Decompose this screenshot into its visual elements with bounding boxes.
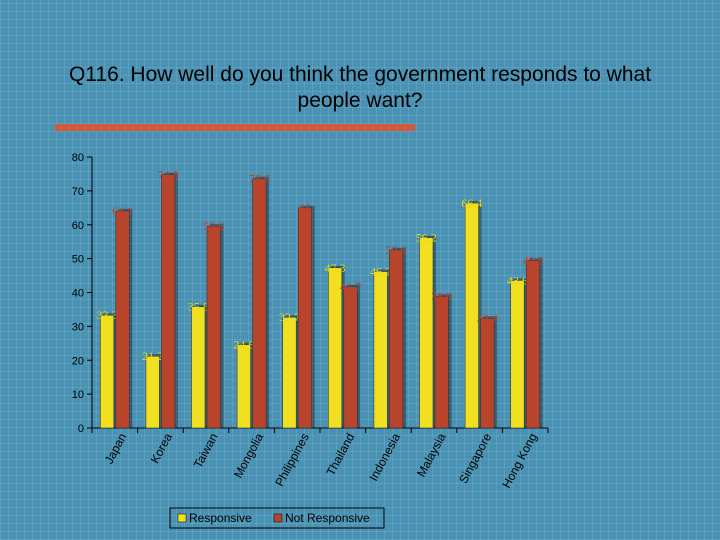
data-label-not-responsive: 52.6 xyxy=(386,243,407,257)
bar-responsive xyxy=(282,316,297,429)
x-category-label: Taiwan xyxy=(191,431,221,471)
data-label-responsive: 33.3 xyxy=(97,308,118,322)
data-label-responsive: 32.7 xyxy=(279,310,300,324)
data-label-responsive: 24.6 xyxy=(233,338,254,352)
bar-not-responsive xyxy=(389,249,404,429)
bar-not-responsive xyxy=(525,260,541,429)
data-label-responsive: 56.2 xyxy=(416,231,437,245)
data-label-not-responsive: 38.9 xyxy=(431,289,452,303)
bar-responsive xyxy=(145,355,160,429)
data-label-responsive: 46.2 xyxy=(370,264,391,278)
bar-responsive xyxy=(373,271,388,429)
bar-not-responsive xyxy=(115,210,130,429)
legend-label-not-responsive: Not Responsive xyxy=(285,511,370,525)
y-tick-label: 20 xyxy=(72,355,84,367)
bar-responsive xyxy=(100,314,115,429)
data-label-responsive: 21.2 xyxy=(142,349,163,363)
bar-responsive xyxy=(419,237,434,429)
data-label-not-responsive: 59.6 xyxy=(203,219,224,233)
data-label-responsive: 47.3 xyxy=(325,261,346,275)
y-tick-label: 70 xyxy=(72,186,84,198)
data-label-responsive: 43.6 xyxy=(507,273,528,287)
x-category-label: Japan xyxy=(102,431,130,466)
y-tick-label: 80 xyxy=(72,152,84,164)
bar-responsive xyxy=(510,280,525,429)
bar-responsive xyxy=(464,202,479,429)
bar-responsive xyxy=(236,344,251,429)
data-label-responsive: 35.8 xyxy=(188,300,209,314)
legend-label-responsive: Responsive xyxy=(189,511,252,525)
bar-not-responsive xyxy=(343,286,358,429)
data-label-not-responsive: 49.5 xyxy=(522,253,543,267)
x-category-label: Mongolia xyxy=(231,431,266,481)
y-tick-label: 50 xyxy=(72,254,84,266)
data-label-not-responsive: 73.6 xyxy=(249,172,270,186)
y-tick-label: 60 xyxy=(72,220,84,232)
data-label-not-responsive: 65 xyxy=(299,201,311,215)
x-category-label: Hong Kong xyxy=(499,431,540,491)
bar-not-responsive xyxy=(297,207,313,429)
legend-swatch-responsive xyxy=(177,513,187,523)
x-category-label: Malaysia xyxy=(414,431,449,480)
y-tick-label: 0 xyxy=(78,423,84,435)
bar-responsive xyxy=(191,306,206,429)
bar-not-responsive xyxy=(206,225,221,429)
x-category-label: Korea xyxy=(148,431,176,466)
title-underline-bar xyxy=(55,124,415,131)
data-label-not-responsive: 41.7 xyxy=(340,280,361,294)
legend-swatch-not-responsive xyxy=(273,513,283,523)
x-category-label: Singapore xyxy=(456,431,494,486)
bar-not-responsive xyxy=(252,178,267,429)
legend-box xyxy=(169,507,385,529)
y-tick-label: 30 xyxy=(72,321,84,333)
y-tick-label: 10 xyxy=(72,389,84,401)
y-tick-label: 40 xyxy=(72,288,84,300)
x-category-label: Thailand xyxy=(323,431,357,478)
data-label-not-responsive: 64.1 xyxy=(112,204,133,218)
x-category-label: Indonesia xyxy=(366,431,403,484)
data-label-not-responsive: 32.4 xyxy=(477,311,498,325)
bar-responsive xyxy=(327,267,343,429)
slide-title: Q116. How well do you think the governme… xyxy=(68,63,652,112)
data-label-responsive: 66.4 xyxy=(461,196,482,210)
bar-not-responsive xyxy=(480,317,495,429)
x-category-label: Philippines xyxy=(272,431,312,489)
bar-not-responsive xyxy=(161,174,176,429)
data-label-not-responsive: 74.8 xyxy=(158,168,179,182)
bar-not-responsive xyxy=(434,295,449,429)
